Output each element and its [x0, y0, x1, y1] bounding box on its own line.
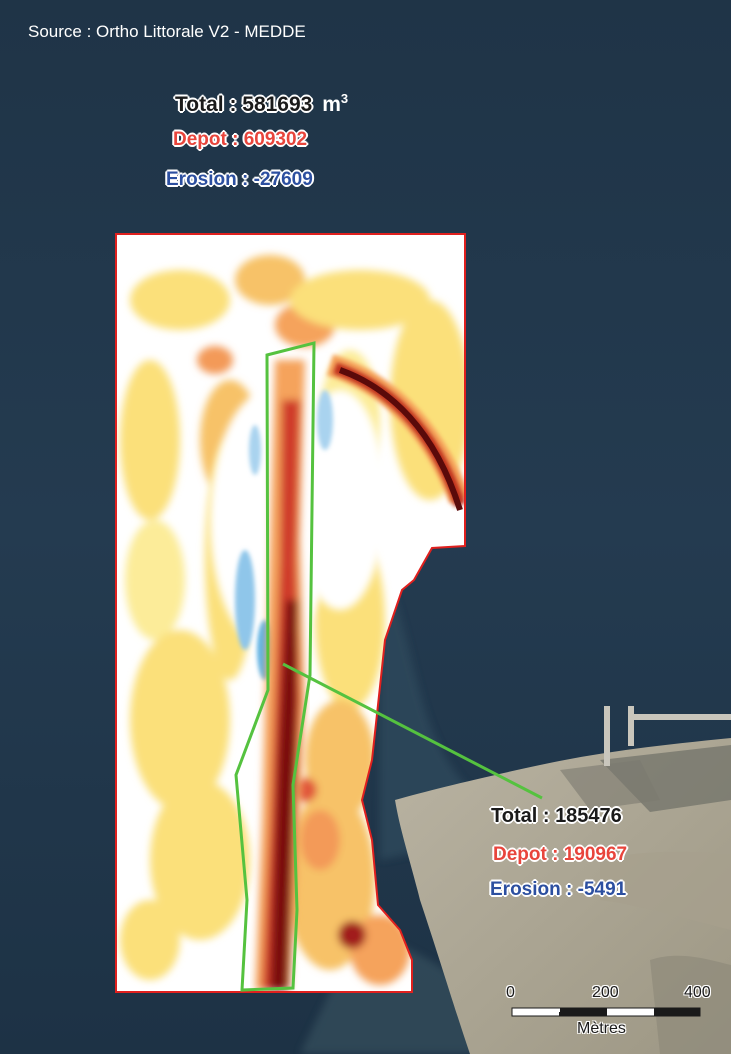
scale-tick-400: 400: [684, 984, 711, 1001]
zone-depot-label: Depot : 609302: [173, 129, 308, 150]
scale-bar: [511, 1007, 701, 1017]
jetty: [604, 706, 610, 766]
scale-tick-0: 0: [506, 984, 515, 1001]
zone-erosion-label: Erosion : -27609: [166, 169, 313, 190]
channel-erosion-label: Erosion : -5491: [490, 879, 627, 900]
jetty: [628, 714, 731, 720]
leader-line: [282, 662, 543, 800]
zone-total-label: Total : 581693 m3: [175, 92, 348, 115]
volume-unit: m3: [322, 91, 349, 116]
zone-outline: [115, 233, 466, 993]
land-area: [395, 738, 731, 1054]
source-label: Source : Ortho Littorale V2 - MEDDE: [28, 22, 306, 41]
channel-depot-label: Depot : 190967: [493, 844, 628, 865]
channel-deposit: [255, 360, 305, 990]
scale-unit-label: Mètres: [577, 1020, 626, 1037]
channel-total-label: Total : 185476: [491, 805, 622, 827]
zone-total-text: Total : 581693: [175, 93, 313, 116]
jetty: [628, 706, 634, 746]
scale-tick-200: 200: [592, 984, 619, 1001]
erosion-patches: [235, 390, 333, 680]
channel-outline: [234, 341, 316, 992]
